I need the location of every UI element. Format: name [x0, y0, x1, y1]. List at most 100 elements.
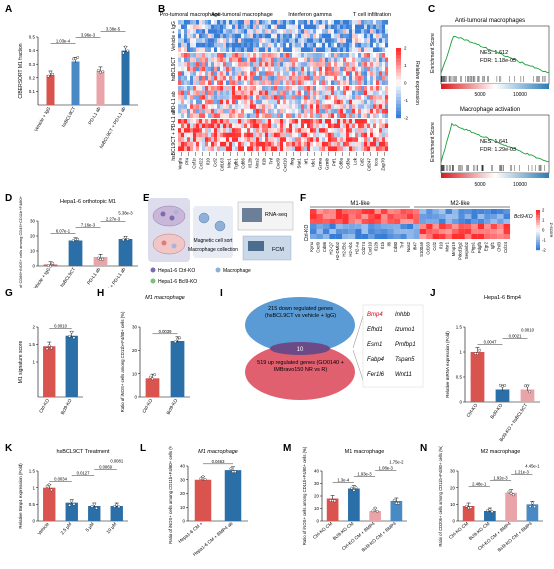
- f-gene-label: Kynu: [309, 241, 314, 251]
- b-heatmap-cell: [205, 20, 209, 25]
- b-heatmap-cell: [244, 90, 248, 96]
- b-heatmap-cell: [376, 104, 380, 109]
- b-heatmap-cell: [181, 95, 185, 100]
- b-heatmap-cell: [253, 146, 257, 152]
- b-heatmap-cell: [304, 128, 308, 133]
- b-heatmap-cell: [307, 53, 311, 58]
- b-heatmap-cell: [247, 24, 251, 30]
- b-heatmap-cell: [361, 141, 365, 147]
- g-y-label: M1 signature score: [18, 341, 24, 384]
- f-heatmap-cell: [380, 219, 388, 225]
- b-heatmap-cell: [250, 104, 254, 109]
- b-heatmap-cell: [199, 137, 203, 142]
- b-heatmap-cell: [283, 42, 287, 48]
- b-heatmap-cell: [262, 99, 266, 105]
- b-heatmap-cell: [367, 24, 371, 30]
- f-heatmap-cell: [310, 234, 317, 240]
- b-heatmap-cell: [364, 95, 368, 100]
- b-heatmap-cell: [313, 71, 317, 76]
- b-gene-label: Gzma: [318, 158, 323, 170]
- b-heatmap-cell: [322, 137, 326, 142]
- b-heatmap-cell: [385, 24, 389, 30]
- b-heatmap-cell: [382, 66, 386, 72]
- b-heatmap-cell: [355, 71, 359, 76]
- b-heatmap-cell: [220, 86, 224, 91]
- b-heatmap-cell: [199, 38, 203, 43]
- b-heatmap-cell: [202, 71, 206, 76]
- b-heatmap-cell: [358, 57, 362, 63]
- b-heatmap-cell: [280, 119, 284, 124]
- b-heatmap-cell: [289, 29, 293, 34]
- b-heatmap-cell: [292, 42, 296, 48]
- b-gene-label: Nos2: [255, 158, 260, 169]
- b-heatmap-cell: [250, 90, 254, 96]
- b-heatmap-cell: [370, 141, 374, 147]
- f-heatmap-cell: [432, 209, 440, 215]
- b-heatmap-cell: [280, 38, 284, 43]
- b-heatmap-cell: [223, 57, 227, 63]
- b-heatmap-cell: [190, 104, 194, 109]
- b-heatmap-cell: [196, 141, 200, 147]
- f-gene-label: Il12b: [374, 241, 379, 251]
- b-heatmap-cell: [256, 90, 260, 96]
- b-heatmap-cell: [253, 128, 257, 133]
- panel-letter-l: L: [140, 443, 147, 454]
- b-heatmap-cell: [382, 113, 386, 119]
- b-heatmap-cell: [268, 62, 272, 67]
- n-data-point: [533, 505, 536, 509]
- b-heatmap-cell: [328, 95, 332, 100]
- b-heatmap-cell: [373, 123, 377, 129]
- b-heatmap-cell: [325, 128, 329, 133]
- b-heatmap-cell: [313, 90, 317, 96]
- i-venn-bottom: [245, 344, 355, 400]
- i-gene-name: Esm1: [367, 342, 382, 348]
- m-pvalue: 1.75e-2: [389, 460, 404, 465]
- b-heatmap-cell: [202, 80, 206, 86]
- b-gene-label: Cd2: [360, 158, 365, 167]
- b-heatmap-cell: [265, 123, 269, 129]
- b-heatmap-cell: [349, 146, 353, 152]
- f-heatmap-cell: [464, 209, 472, 215]
- b-heatmap-cell: [370, 123, 374, 129]
- b-heatmap-cell: [238, 24, 242, 30]
- b-heatmap-cell: [181, 146, 185, 152]
- f-heatmap-cell: [419, 219, 427, 225]
- b-heatmap-cell: [271, 62, 275, 67]
- b-heatmap-cell: [190, 47, 194, 53]
- b-heatmap-cell: [379, 104, 383, 109]
- b-heatmap-cell: [319, 66, 323, 72]
- b-heatmap-cell: [355, 108, 359, 114]
- b-heatmap-cell: [325, 38, 329, 43]
- b-heatmap-cell: [286, 42, 290, 48]
- b-heatmap-cell: [313, 128, 317, 133]
- m-data-point: [392, 498, 396, 502]
- b-heatmap-cell: [343, 57, 347, 63]
- b-legend-swatch: [396, 62, 401, 66]
- b-heatmap-cell: [208, 99, 212, 105]
- b-heatmap-cell: [361, 20, 365, 25]
- b-heatmap-cell: [205, 137, 209, 142]
- f-heatmap-cell: [355, 234, 362, 240]
- b-heatmap-cell: [304, 108, 308, 114]
- k-category-label: 10 μM: [105, 521, 117, 534]
- b-heatmap-cell: [274, 80, 278, 86]
- b-heatmap-cell: [178, 57, 182, 63]
- b-heatmap-cell: [229, 137, 233, 142]
- b-heatmap-cell: [337, 95, 341, 100]
- b-heatmap-cell: [373, 71, 377, 76]
- b-heatmap-cell: [196, 104, 200, 109]
- f-heatmap-cell: [380, 229, 388, 235]
- b-heatmap-cell: [376, 66, 380, 72]
- b-heatmap-cell: [358, 132, 362, 138]
- f-heatmap-cell: [342, 214, 349, 220]
- b-heatmap-cell: [370, 66, 374, 72]
- f-heatmap-cell: [355, 209, 362, 215]
- b-heatmap-cell: [355, 80, 359, 86]
- b-heatmap-cell: [271, 108, 275, 114]
- b-heatmap-cell: [268, 132, 272, 138]
- b-heatmap-cell: [373, 119, 377, 124]
- f-gene-label: Cxcl9: [316, 241, 321, 252]
- b-heatmap-cell: [211, 123, 215, 129]
- b-heatmap-cell: [289, 86, 293, 91]
